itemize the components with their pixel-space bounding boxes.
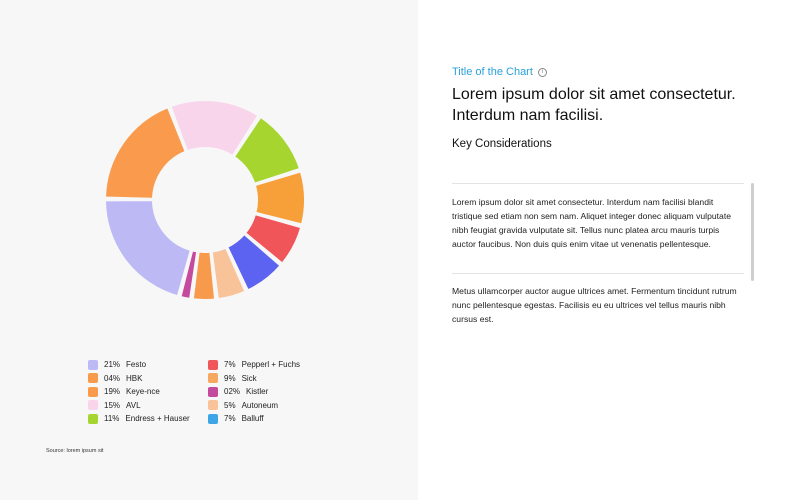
legend-percent: 15% <box>104 400 121 410</box>
legend-item: 04% HBK <box>88 372 206 386</box>
legend-label: Kistler <box>246 387 269 397</box>
legend-item: 7% Balluff <box>208 412 326 426</box>
legend-item: 11% Endress + Hauser <box>88 412 206 426</box>
pie-slice-festo[interactable] <box>104 199 192 298</box>
paragraph-2: Metus ullamcorper auctor augue ultrices … <box>452 286 737 324</box>
pie-slice-endress-hauser[interactable] <box>232 115 301 185</box>
legend-percent: 04% <box>104 373 121 383</box>
legend-label: AVL <box>126 400 141 410</box>
legend-percent: 21% <box>104 360 121 370</box>
legend-swatch <box>88 359 98 370</box>
legend-label: Balluff <box>241 414 264 424</box>
legend-percent: 11% <box>104 414 120 424</box>
legend-swatch <box>208 413 218 424</box>
legend-label: Endress + Hauser <box>125 414 190 424</box>
legend-percent: 9% <box>224 373 236 383</box>
legend-label: Pepperl + Fuchs <box>241 360 301 370</box>
legend-label: Keye-nce <box>126 387 160 397</box>
paragraph-1: Lorem ipsum dolor sit amet consectetur. … <box>452 197 731 249</box>
legend-swatch <box>208 373 218 384</box>
legend-item: 9% Sick <box>208 372 326 386</box>
legend-item: 15% AVL <box>88 399 206 413</box>
legend-percent: 7% <box>224 414 236 424</box>
info-icon[interactable]: i <box>537 67 547 77</box>
source-note: Source: lorem ipsum sit <box>46 448 104 454</box>
chart-title: Title of the Chart <box>452 66 533 78</box>
legend-swatch <box>208 400 218 411</box>
legend-swatch <box>88 386 98 397</box>
legend-percent: 7% <box>224 360 236 370</box>
pie-slice-autoneum[interactable] <box>210 246 247 301</box>
legend-label: Sick <box>241 373 257 383</box>
legend-percent: 02% <box>224 387 241 397</box>
chart-legend: 21% Festo 7% Pepperl + Fuchs 04% HBK 9% Sick 19%… <box>88 358 328 426</box>
divider-middle <box>452 273 744 274</box>
chart-panel: 21% Festo 7% Pepperl + Fuchs 04% HBK 9% Sick 19%… <box>46 99 328 454</box>
headline: Lorem ipsum dolor sit amet consectetur. … <box>452 86 736 124</box>
legend-label: HBK <box>126 373 143 383</box>
pie-slice-keye-nce[interactable] <box>104 106 187 200</box>
legend-item: 02% Kistler <box>208 385 326 399</box>
pie-slice-avl[interactable] <box>169 99 260 157</box>
donut-chart <box>104 99 306 301</box>
legend-percent: 19% <box>104 387 121 397</box>
legend-label: Festo <box>126 360 147 370</box>
pie-slice-pepperl-fuchs[interactable] <box>244 213 303 265</box>
scrollbar[interactable] <box>751 183 754 281</box>
legend-item: 7% Pepperl + Fuchs <box>208 358 326 372</box>
legend-item: 5% Autoneum <box>208 399 326 413</box>
legend-item: 21% Festo <box>88 358 206 372</box>
legend-percent: 5% <box>224 400 236 410</box>
legend-item: 19% Keye-nce <box>88 385 206 399</box>
chart-title-row: Title of the Chart i <box>452 66 547 78</box>
legend-swatch <box>208 359 218 370</box>
pie-slice-kistler[interactable] <box>179 249 199 300</box>
legend-swatch <box>88 400 98 411</box>
legend-swatch <box>208 386 218 397</box>
legend-swatch <box>88 413 98 424</box>
key-considerations-heading: Key Considerations <box>452 138 552 150</box>
pie-slice-sick[interactable] <box>253 170 306 226</box>
pie-slice-hbk[interactable] <box>191 250 217 301</box>
legend-label: Autoneum <box>241 400 279 410</box>
pie-slice-balluff[interactable] <box>226 233 282 292</box>
divider-top <box>452 183 744 184</box>
legend-swatch <box>88 373 98 384</box>
